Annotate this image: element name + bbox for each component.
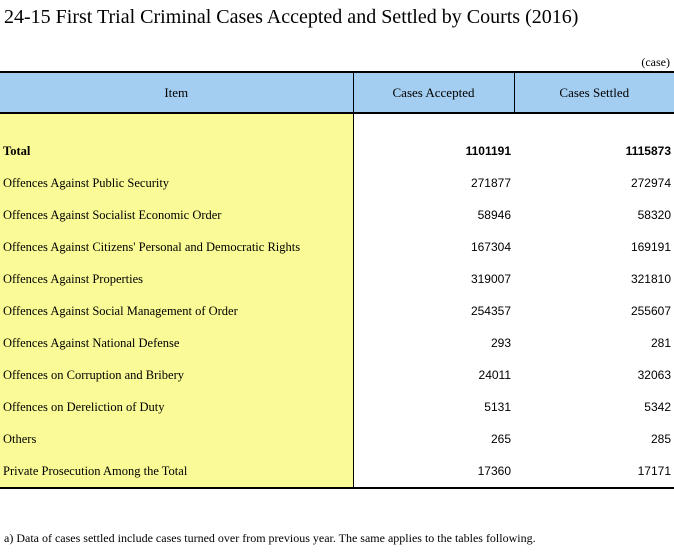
accepted-cell: 293 (490, 336, 511, 350)
settled-cell: 32063 (637, 368, 671, 382)
table-row: Offences Against National Defense 293 28… (0, 327, 674, 359)
settled-cell: 255607 (630, 304, 671, 318)
table-row-total: Total 1101191 1115873 (0, 135, 674, 167)
column-header-item: Item (0, 71, 354, 114)
row-label: Others (0, 423, 354, 455)
row-label: Offences on Corruption and Bribery (0, 359, 354, 391)
row-label: Private Prosecution Among the Total (0, 455, 354, 489)
accepted-cell: 254357 (470, 304, 511, 318)
accepted-cell: 271877 (470, 176, 511, 190)
row-label: Offences Against Public Security (0, 167, 354, 199)
accepted-cell: 167304 (470, 240, 511, 254)
accepted-cell: 5131 (484, 400, 511, 414)
table-row: Offences on Corruption and Bribery 24011… (0, 359, 674, 391)
accepted-cell: 58946 (477, 208, 511, 222)
column-header-settled: Cases Settled (514, 71, 674, 114)
accepted-cell: 24011 (478, 368, 511, 382)
row-label: Offences on Dereliction of Duty (0, 391, 354, 423)
spacer-row (0, 113, 674, 135)
footnote: a) Data of cases settled include cases t… (4, 531, 536, 545)
table-row: Offences on Dereliction of Duty 5131 534… (0, 391, 674, 423)
row-label: Offences Against Socialist Economic Orde… (0, 199, 354, 231)
table-row: Offences Against Public Security 271877 … (0, 167, 674, 199)
accepted-cell: 17360 (353, 455, 514, 489)
accepted-cell: 265 (490, 432, 511, 446)
settled-cell: 1115873 (625, 144, 671, 158)
statistics-table: Item Cases Accepted Cases Settled Total … (0, 71, 674, 489)
accepted-cell: 1101191 (465, 144, 511, 158)
row-label: Total (0, 135, 354, 167)
table-row: Offences Against Social Management of Or… (0, 295, 674, 327)
settled-cell: 58320 (637, 208, 671, 222)
table-row: Offences Against Citizens' Personal and … (0, 231, 674, 263)
spacer-cell (0, 113, 354, 135)
settled-cell: 169191 (630, 240, 671, 254)
table-row: Private Prosecution Among the Total 1736… (0, 455, 674, 489)
table-row: Offences Against Socialist Economic Orde… (0, 199, 674, 231)
table-header-row: Item Cases Accepted Cases Settled (0, 71, 674, 114)
unit-label: (case) (641, 55, 670, 69)
row-label: Offences Against Citizens' Personal and … (0, 231, 354, 263)
settled-cell: 321810 (630, 272, 671, 286)
settled-cell: 272974 (630, 176, 671, 190)
settled-cell: 281 (650, 336, 671, 350)
row-label: Offences Against Social Management of Or… (0, 295, 354, 327)
settled-cell: 285 (650, 432, 671, 446)
page-title: 24-15 First Trial Criminal Cases Accepte… (4, 6, 579, 28)
row-label: Offences Against National Defense (0, 327, 354, 359)
settled-cell: 17171 (514, 455, 674, 489)
accepted-cell: 319007 (470, 272, 511, 286)
settled-cell: 5342 (644, 400, 671, 414)
column-header-accepted: Cases Accepted (353, 71, 515, 114)
table-row: Offences Against Properties 319007 32181… (0, 263, 674, 295)
row-label: Offences Against Properties (0, 263, 354, 295)
table-row: Others 265 285 (0, 423, 674, 455)
